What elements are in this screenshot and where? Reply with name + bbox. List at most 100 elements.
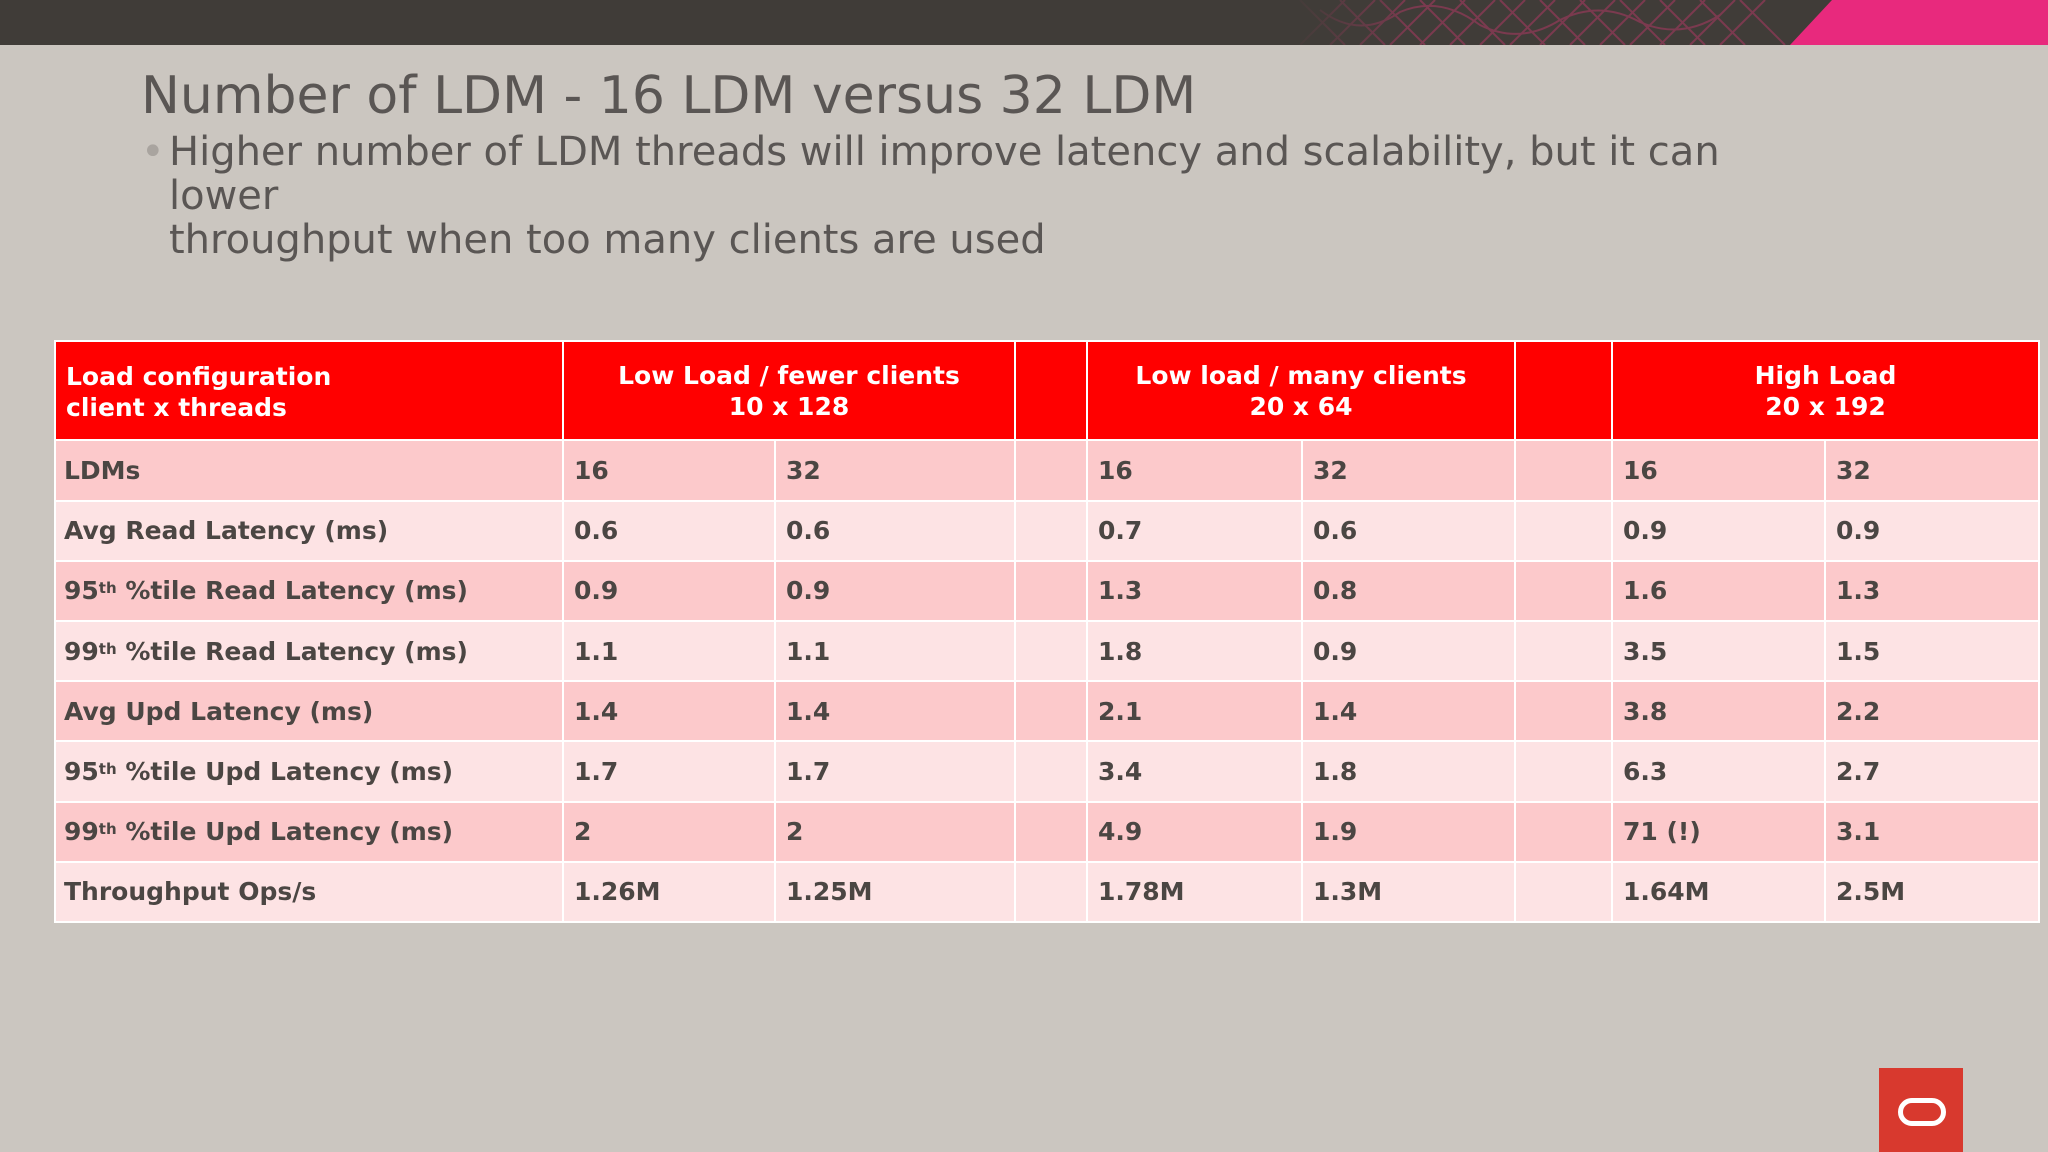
spacer-cell: [1514, 559, 1613, 622]
spacer-cell: [1014, 619, 1088, 683]
row-label: Avg Read Latency (ms): [54, 499, 564, 562]
spacer-cell: [1514, 619, 1613, 683]
spacer-cell: [1014, 680, 1088, 743]
bullet-line-2: throughput when too many clients are use…: [169, 217, 1046, 263]
table-cell: 1.9: [1301, 800, 1516, 863]
row-label: Avg Upd Latency (ms): [54, 680, 564, 743]
header-group-low-many: Low load / many clients 20 x 64: [1086, 339, 1516, 442]
table-cell: 1.4: [562, 680, 776, 743]
group-title: High Load: [1754, 360, 1897, 390]
spacer-cell: [1014, 499, 1088, 562]
group-subtitle: 20 x 64: [1249, 391, 1353, 421]
table-cell: 3.5: [1611, 619, 1826, 683]
table-cell: 1.8: [1086, 619, 1303, 683]
table-cell: 16: [1086, 439, 1303, 502]
table-cell: 1.3M: [1301, 860, 1516, 924]
spacer-cell: [1514, 439, 1613, 502]
table-cell: 0.6: [562, 499, 776, 562]
oracle-ring-icon: [1898, 1098, 1946, 1126]
ldm-comparison-table: Load configuration client x threads Low …: [54, 339, 2041, 924]
header-spacer: [1014, 339, 1088, 442]
row-label: LDMs: [54, 439, 564, 502]
table-cell: 0.9: [1823, 499, 2041, 562]
table-cell: 4.9: [1086, 800, 1303, 863]
table-cell: 3.8: [1611, 680, 1826, 743]
spacer-cell: [1514, 680, 1613, 743]
table-cell: 32: [1823, 439, 2041, 502]
table-cell: 1.64M: [1611, 860, 1826, 924]
spacer-cell: [1514, 800, 1613, 863]
row-label: Throughput Ops/s: [54, 860, 564, 924]
row-label: 99th %tile Upd Latency (ms): [54, 800, 564, 863]
table-cell: 1.1: [774, 619, 1016, 683]
spacer-cell: [1514, 740, 1613, 803]
table-cell: 1.25M: [774, 860, 1016, 924]
header-label-line-1: Load configuration: [66, 361, 332, 391]
table-cell: 71 (!): [1611, 800, 1826, 863]
table-cell: 1.26M: [562, 860, 776, 924]
bullet-dot: •: [141, 129, 165, 175]
oracle-logo-icon: [1879, 1068, 1963, 1152]
row-label: 95th %tile Upd Latency (ms): [54, 740, 564, 803]
table-cell: 2.2: [1823, 680, 2041, 743]
spacer-cell: [1014, 860, 1088, 924]
table-cell: 0.6: [774, 499, 1016, 562]
header-group-low-fewer: Low Load / fewer clients 10 x 128: [562, 339, 1016, 442]
table-header-row: Load configuration client x threads Low …: [54, 339, 2041, 442]
group-subtitle: 20 x 192: [1765, 391, 1886, 421]
group-title: Low Load / fewer clients: [618, 360, 960, 390]
table-row: Avg Upd Latency (ms) 1.4 1.4 2.1 1.4 3.8…: [54, 680, 2041, 743]
header-label-cell: Load configuration client x threads: [54, 339, 564, 442]
header-group-high: High Load 20 x 192: [1610, 339, 2041, 442]
group-title: Low load / many clients: [1135, 360, 1467, 390]
table-cell: 1.5: [1823, 619, 2041, 683]
table-row: 95th %tile Upd Latency (ms) 1.7 1.7 3.4 …: [54, 740, 2041, 803]
table-cell: 32: [1301, 439, 1516, 502]
table-cell: 2.1: [1086, 680, 1303, 743]
table-cell: 3.4: [1086, 740, 1303, 803]
table-cell: 1.3: [1086, 559, 1303, 622]
table-cell: 2.5M: [1823, 860, 2041, 924]
table-cell: 16: [1611, 439, 1826, 502]
table-row: Avg Read Latency (ms) 0.6 0.6 0.7 0.6 0.…: [54, 499, 2041, 562]
table-cell: 1.7: [562, 740, 776, 803]
spacer-cell: [1514, 860, 1613, 924]
table-row: 99th %tile Upd Latency (ms) 2 2 4.9 1.9 …: [54, 800, 2041, 863]
table-cell: 0.6: [1301, 499, 1516, 562]
row-label: 99th %tile Read Latency (ms): [54, 619, 564, 683]
table-row: 99th %tile Read Latency (ms) 1.1 1.1 1.8…: [54, 619, 2041, 683]
table-cell: 0.8: [1301, 559, 1516, 622]
table-cell: 1.7: [774, 740, 1016, 803]
table-cell: 0.9: [1611, 499, 1826, 562]
table-cell: 1.78M: [1086, 860, 1303, 924]
table-row: Throughput Ops/s 1.26M 1.25M 1.78M 1.3M …: [54, 860, 2041, 924]
table-cell: 0.9: [774, 559, 1016, 622]
table-cell: 1.4: [1301, 680, 1516, 743]
table-row: 95th %tile Read Latency (ms) 0.9 0.9 1.3…: [54, 559, 2041, 622]
spacer-cell: [1014, 439, 1088, 502]
spacer-cell: [1014, 559, 1088, 622]
group-subtitle: 10 x 128: [728, 391, 850, 421]
table-cell: 0.9: [562, 559, 776, 622]
table-cell: 1.1: [562, 619, 776, 683]
table-cell: 0.9: [1301, 619, 1516, 683]
table-cell: 2: [774, 800, 1016, 863]
table-cell: 2: [562, 800, 776, 863]
header-spacer: [1514, 339, 1613, 442]
table-cell: 2.7: [1823, 740, 2041, 803]
table-cell: 1.3: [1823, 559, 2041, 622]
table-cell: 1.4: [774, 680, 1016, 743]
ldm-row: LDMs 16 32 16 32 16 32: [54, 439, 2041, 502]
row-label: 95th %tile Read Latency (ms): [54, 559, 564, 622]
bullet-point: • Higher number of LDM threads will impr…: [141, 130, 1781, 262]
table-cell: 16: [562, 439, 776, 502]
spacer-cell: [1014, 740, 1088, 803]
bullet-line-1: Higher number of LDM threads will improv…: [169, 129, 1720, 219]
spacer-cell: [1514, 499, 1613, 562]
table-cell: 6.3: [1611, 740, 1826, 803]
top-banner: [0, 0, 2048, 45]
banner-pattern: [1290, 0, 2048, 45]
table-cell: 1.6: [1611, 559, 1826, 622]
slide-title: Number of LDM - 16 LDM versus 32 LDM: [141, 66, 1197, 126]
table-cell: 0.7: [1086, 499, 1303, 562]
